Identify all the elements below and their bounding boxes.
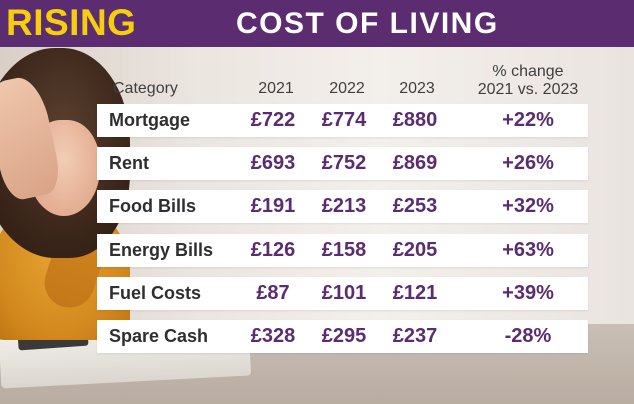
table-row: Fuel Costs £87 £101 £121 +39% bbox=[97, 277, 588, 310]
row-value-2023: £237 bbox=[392, 325, 438, 347]
title-banner: RISING COST OF LIVING bbox=[0, 0, 634, 47]
row-value-2022: £295 bbox=[321, 325, 367, 347]
row-value-2021: £126 bbox=[250, 239, 296, 261]
row-value-2023: £205 bbox=[392, 239, 438, 261]
row-value-2021: £693 bbox=[250, 152, 296, 174]
row-value-2021: £722 bbox=[250, 109, 296, 131]
row-value-2022: £752 bbox=[321, 152, 367, 174]
table-row: Spare Cash £328 £295 £237 -28% bbox=[97, 320, 588, 353]
row-category: Fuel Costs bbox=[109, 283, 202, 303]
table-row: Mortgage £722 £774 £880 +22% bbox=[97, 104, 588, 137]
column-header-2021: 2021 bbox=[258, 80, 294, 97]
row-value-2021: £328 bbox=[250, 325, 296, 347]
column-header-category: Category bbox=[113, 80, 178, 97]
row-value-2023: £121 bbox=[392, 282, 438, 304]
table-row: Food Bills £191 £213 £253 +32% bbox=[97, 190, 588, 223]
row-category: Food Bills bbox=[109, 196, 196, 216]
column-header-change-line1: % change bbox=[492, 63, 564, 80]
row-value-2023: £880 bbox=[392, 109, 438, 131]
column-header-2022: 2022 bbox=[329, 80, 365, 97]
row-value-2022: £158 bbox=[321, 239, 367, 261]
row-category: Spare Cash bbox=[109, 326, 209, 346]
row-category: Mortgage bbox=[109, 110, 190, 130]
table-row: Energy Bills £126 £158 £205 +63% bbox=[97, 234, 588, 267]
row-percent-change: -28% bbox=[504, 325, 552, 347]
title-word-rising: RISING bbox=[6, 2, 137, 43]
column-header-2023: 2023 bbox=[399, 80, 435, 97]
row-value-2021: £191 bbox=[250, 195, 296, 217]
title-cost-of-living: COST OF LIVING bbox=[236, 7, 499, 40]
row-percent-change: +26% bbox=[502, 152, 554, 174]
row-value-2022: £774 bbox=[321, 109, 367, 131]
row-category: Rent bbox=[109, 153, 149, 173]
row-percent-change: +32% bbox=[502, 195, 554, 217]
row-value-2023: £253 bbox=[392, 195, 438, 217]
column-header-change-line2: 2021 vs. 2023 bbox=[477, 81, 579, 98]
row-value-2023: £869 bbox=[392, 152, 438, 174]
row-value-2022: £213 bbox=[321, 195, 367, 217]
table-row: Rent £693 £752 £869 +26% bbox=[97, 147, 588, 180]
row-percent-change: +63% bbox=[502, 239, 554, 261]
row-value-2021: £87 bbox=[256, 282, 290, 304]
row-percent-change: +39% bbox=[502, 282, 554, 304]
row-percent-change: +22% bbox=[502, 109, 554, 131]
row-value-2022: £101 bbox=[321, 282, 367, 304]
column-header-change: % change 2021 vs. 2023 bbox=[468, 63, 588, 99]
row-category: Energy Bills bbox=[109, 240, 214, 260]
